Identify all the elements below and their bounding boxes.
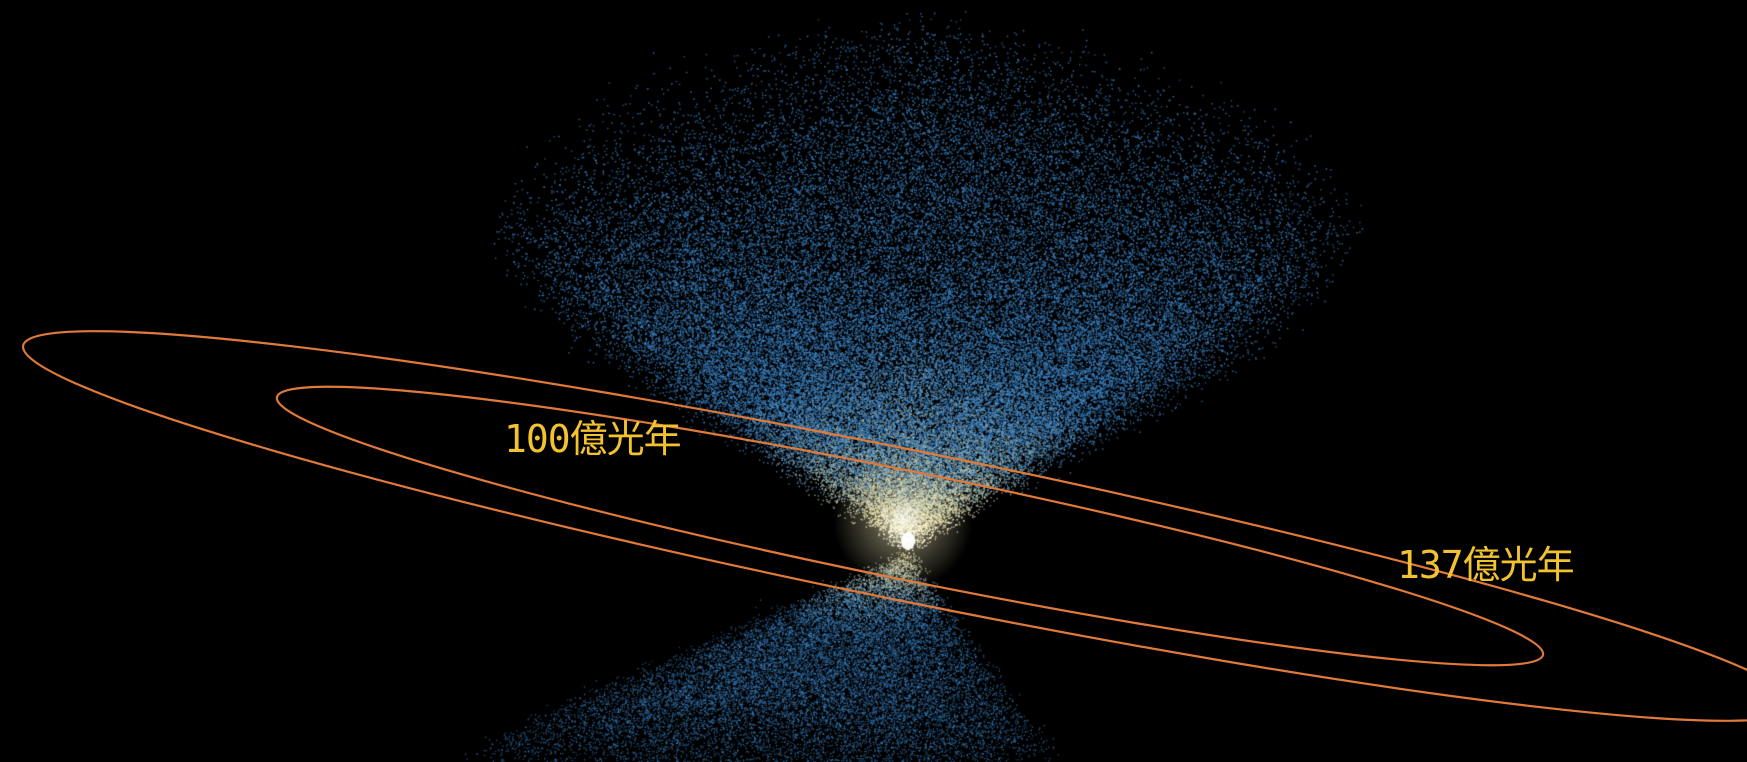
inner-ring-label: 100億光年 bbox=[504, 417, 682, 461]
outer-distance-ring bbox=[21, 330, 1747, 722]
inner-distance-ring bbox=[275, 385, 1545, 667]
outer-ring-label: 137億光年 bbox=[1397, 543, 1575, 587]
